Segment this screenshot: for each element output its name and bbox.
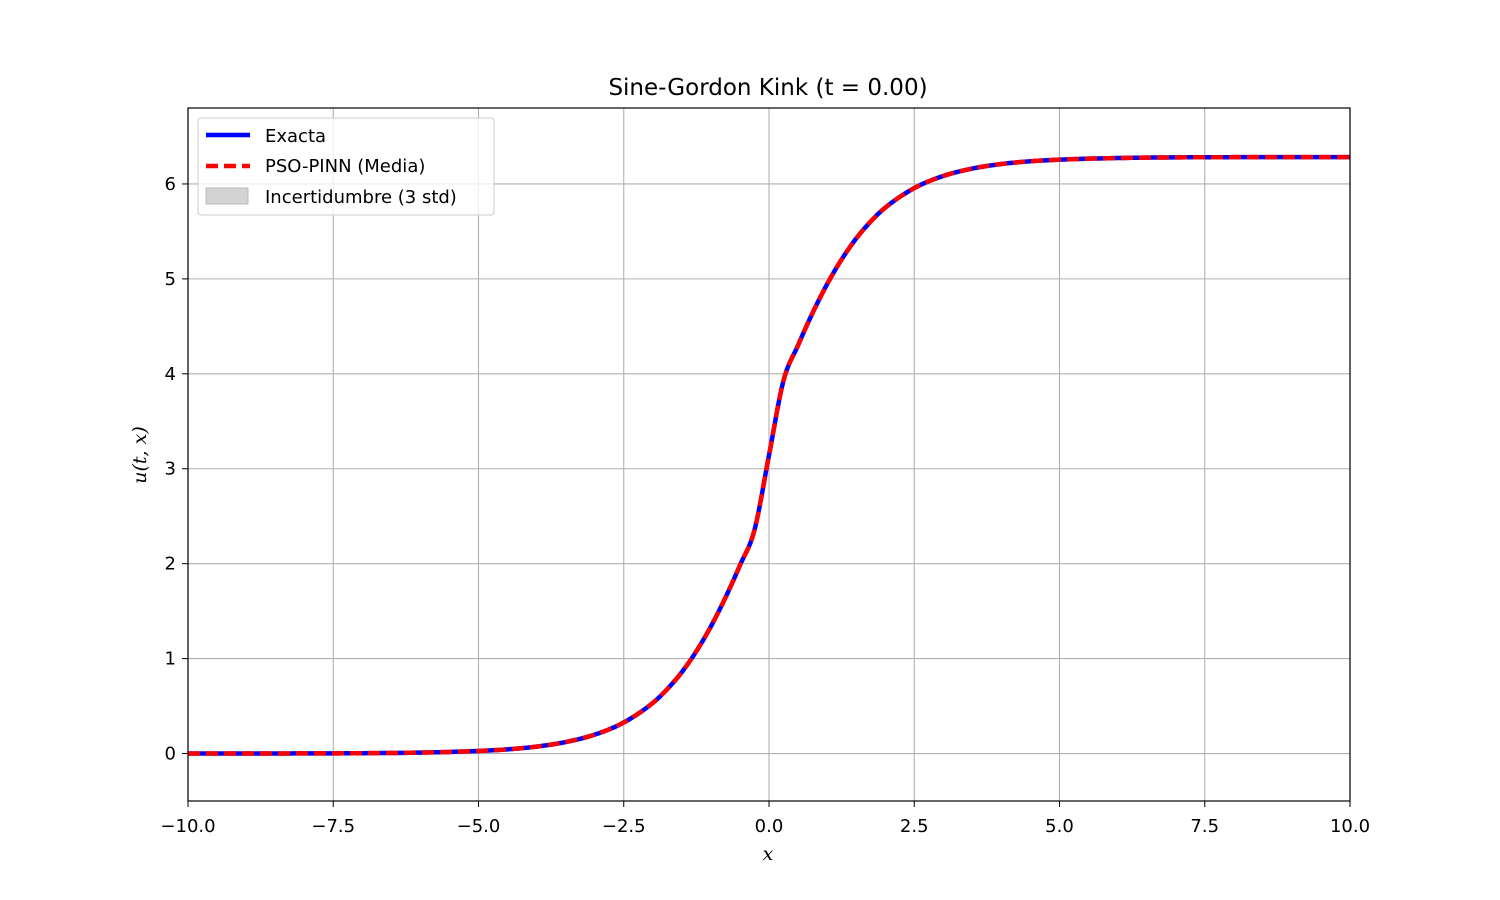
legend-label-exacta: Exacta xyxy=(265,126,326,147)
x-tick-label: −7.5 xyxy=(311,816,355,837)
grid-lines xyxy=(187,108,1351,801)
legend-box xyxy=(197,117,495,216)
x-tick-label: 7.5 xyxy=(1190,816,1219,837)
legend-swatch-band xyxy=(205,187,249,205)
y-tick-label: 3 xyxy=(165,459,176,480)
x-tick-label: −2.5 xyxy=(602,816,646,837)
x-tick-label: 5.0 xyxy=(1045,816,1074,837)
y-tick-label: 0 xyxy=(165,744,176,765)
y-tick-label: 1 xyxy=(165,649,176,670)
chart-title: Sine-Gordon Kink (t = 0.00) xyxy=(608,75,927,101)
y-tick-label: 5 xyxy=(165,269,176,290)
y-tick-label: 6 xyxy=(165,174,176,195)
series-line-pso-pinn xyxy=(187,154,1350,756)
y-axis-label: u(t, x) xyxy=(129,426,151,484)
y-tick-label: 4 xyxy=(165,364,176,385)
legend: Exacta PSO-PINN (Media) Incertidumbre (3… xyxy=(197,117,495,216)
x-tick-label: −10.0 xyxy=(160,816,215,837)
y-axis-ticks: 0 1 2 3 4 5 6 xyxy=(165,174,188,765)
x-tick-label: −5.0 xyxy=(457,816,501,837)
x-axis-label: x xyxy=(763,843,774,865)
legend-label-pso-pinn: PSO-PINN (Media) xyxy=(265,156,425,177)
x-tick-label: 2.5 xyxy=(900,816,929,837)
series-lines xyxy=(187,154,1350,756)
y-tick-label: 2 xyxy=(165,554,176,575)
x-tick-label: 10.0 xyxy=(1330,816,1370,837)
legend-label-band: Incertidumbre (3 std) xyxy=(265,187,457,208)
x-axis-ticks: −10.0 −7.5 −5.0 −2.5 0.0 2.5 5.0 7.5 10.0 xyxy=(160,801,1370,837)
x-tick-label: 0.0 xyxy=(755,816,784,837)
